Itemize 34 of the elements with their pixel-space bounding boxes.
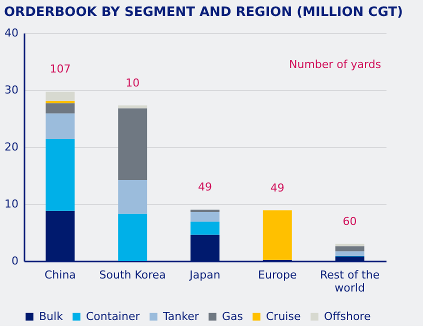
legend-label: Cruise bbox=[266, 310, 301, 323]
x-tick-label: Europe bbox=[258, 268, 297, 282]
bar bbox=[262, 210, 292, 260]
bar bbox=[190, 222, 220, 235]
y-tick-label: 20 bbox=[4, 140, 18, 154]
annotation: 60 bbox=[342, 214, 357, 228]
bar bbox=[190, 212, 220, 222]
annotation: 107 bbox=[50, 62, 71, 76]
bar bbox=[46, 139, 75, 211]
x-tick-label: South Korea bbox=[99, 268, 166, 282]
bar bbox=[118, 214, 148, 261]
y-tick-label: 40 bbox=[4, 26, 18, 40]
legend-label: Offshore bbox=[324, 310, 371, 323]
annotation: 49 bbox=[270, 181, 284, 194]
annotation: 10 bbox=[126, 76, 140, 90]
y-tick-label: 0 bbox=[12, 254, 18, 268]
bar bbox=[46, 103, 75, 114]
x-tick-label: Rest of the world bbox=[320, 268, 380, 294]
bar bbox=[118, 108, 148, 180]
annotation: Number of yards bbox=[289, 58, 382, 71]
y-tick-label: 30 bbox=[4, 84, 18, 96]
x-tick-label: Japan bbox=[188, 268, 220, 282]
bar bbox=[118, 180, 148, 214]
annotation: 49 bbox=[198, 180, 212, 194]
legend-label: Tanker bbox=[162, 310, 200, 323]
bar bbox=[46, 113, 75, 140]
chart-title: ORDERBOOK BY SEGMENT AND REGION (MILLION CGT) bbox=[4, 5, 403, 20]
bar bbox=[335, 251, 364, 256]
y-tick-label: 10 bbox=[4, 198, 18, 210]
legend-label: Bulk bbox=[39, 310, 64, 323]
legend-label: Gas bbox=[222, 310, 244, 323]
bar bbox=[335, 246, 364, 252]
x-tick-label: China bbox=[44, 268, 76, 282]
legend-label: Container bbox=[86, 310, 140, 323]
